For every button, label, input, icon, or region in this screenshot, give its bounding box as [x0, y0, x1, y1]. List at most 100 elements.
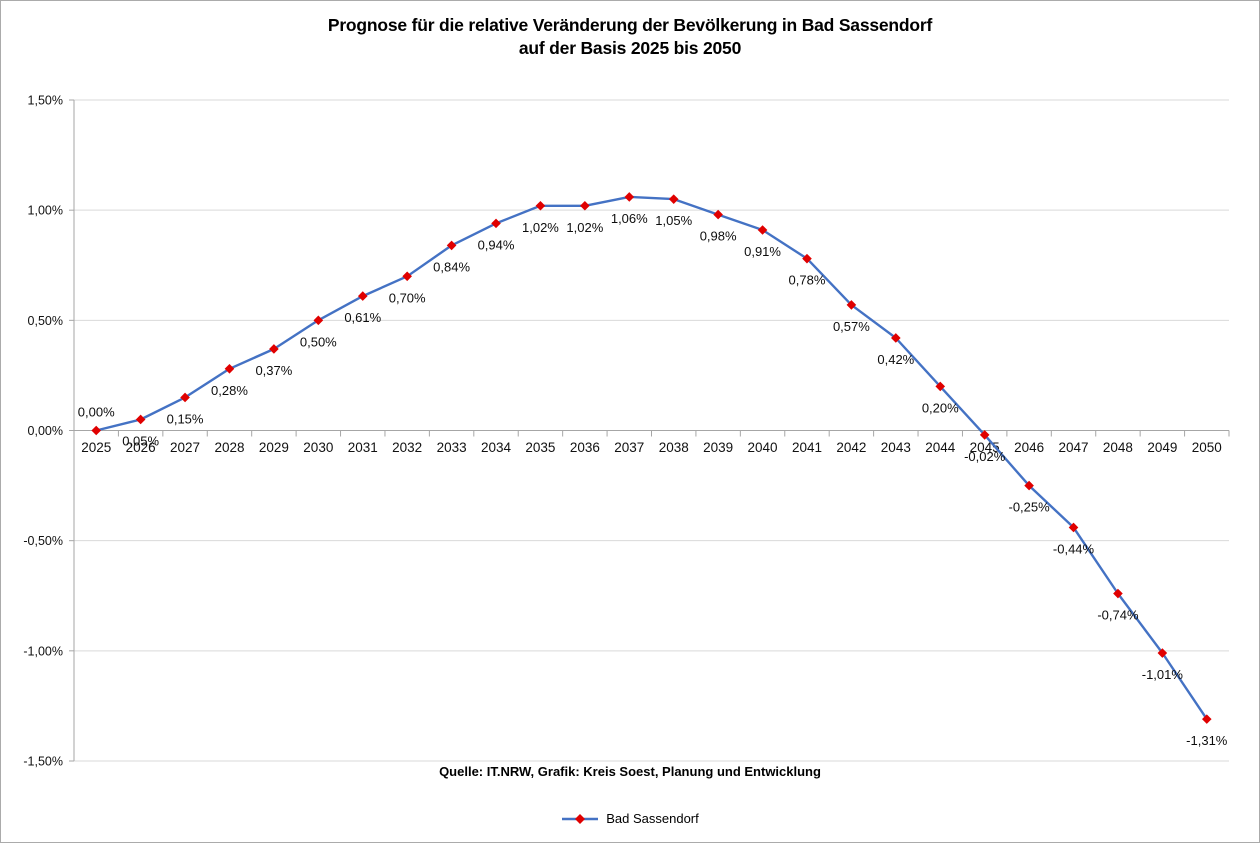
data-point-marker: [802, 253, 812, 264]
data-point-label: 0,94%: [478, 237, 515, 252]
data-point-marker: [891, 333, 901, 343]
y-axis-tick-label: -0,50%: [23, 534, 63, 548]
x-axis-tick-label: 2033: [437, 440, 467, 455]
data-point-marker: [1157, 648, 1168, 658]
x-axis-tick-label: 2042: [836, 440, 866, 455]
data-point-marker: [269, 344, 279, 354]
chart-legend: Bad Sassendorf: [1, 811, 1259, 826]
data-point-marker: [846, 300, 857, 310]
x-axis-tick-label: 2046: [1014, 440, 1044, 455]
gridlines: [74, 99, 1229, 762]
x-axis-tick-label: 2035: [525, 440, 555, 455]
x-axis-tick-label: 2041: [792, 440, 822, 455]
axes: [69, 99, 1230, 762]
source-note: Quelle: IT.NRW, Grafik: Kreis Soest, Pla…: [439, 764, 821, 779]
data-point-marker: [446, 240, 457, 251]
data-point-marker: [757, 225, 768, 235]
data-point-label: 0,91%: [744, 244, 781, 259]
y-axis-tick-label: -1,00%: [23, 644, 63, 658]
data-point-marker: [402, 271, 412, 282]
legend-marker-icon: [562, 813, 599, 824]
data-point-label: -1,01%: [1142, 667, 1184, 682]
data-point-label: 0,78%: [789, 273, 826, 288]
x-axis-tick-label: 2049: [1147, 440, 1177, 455]
data-point-marker: [979, 430, 990, 440]
data-point-label: -0,74%: [1097, 608, 1139, 623]
x-axis-tick-label: 2030: [303, 440, 333, 455]
data-point-marker: [135, 414, 146, 425]
data-point-label: 0,98%: [700, 229, 737, 244]
y-axis-tick-label: 1,50%: [28, 94, 63, 108]
data-point-marker: [935, 381, 946, 392]
x-axis-tick-label: 2039: [703, 440, 733, 455]
x-axis-tick-label: 2044: [925, 440, 956, 455]
x-axis-tick-label: 2040: [748, 440, 778, 455]
x-axis-tick-label: 2029: [259, 440, 289, 455]
chart-title-line1: Prognose für die relative Veränderung de…: [327, 15, 933, 35]
data-point-label: 0,00%: [78, 405, 115, 420]
y-axis-tick-label: 0,50%: [28, 314, 63, 328]
x-axis-tick-label: 2037: [614, 440, 644, 455]
data-point-label: 0,84%: [433, 259, 470, 274]
data-point-marker: [1201, 714, 1212, 724]
data-point-label: 1,06%: [611, 211, 648, 226]
chart-title-line2: auf der Basis 2025 bis 2050: [518, 38, 742, 58]
x-axis-tick-label: 2047: [1058, 440, 1088, 455]
legend-series-label: Bad Sassendorf: [606, 811, 699, 826]
data-point-label: 0,50%: [300, 334, 337, 349]
x-axis-tick-label: 2032: [392, 440, 422, 455]
data-point-label: 0,70%: [389, 290, 426, 305]
x-axis-labels: 2025 2026 2027 2028 2029 2030 2031 2032 2033 2034…: [81, 440, 1222, 455]
data-point-label: 0,05%: [122, 433, 159, 448]
data-point-marker: [491, 218, 501, 229]
data-point-label: -0,02%: [964, 449, 1006, 464]
x-axis-tick-label: 2043: [881, 440, 911, 455]
x-axis-tick-label: 2048: [1103, 440, 1133, 455]
chart-title: Prognose für die relative Veränderung de…: [1, 14, 1259, 60]
data-point-label: 0,28%: [211, 383, 248, 398]
data-point-marker: [91, 425, 102, 436]
y-axis-labels: 1,50% 1,00% 0,50% 0,00% -0,50% -1,00% -1,50%: [23, 94, 63, 769]
x-axis-tick-label: 2031: [348, 440, 378, 455]
data-point-marker: [224, 364, 235, 374]
data-point-marker: [180, 392, 190, 403]
x-axis-tick-label: 2038: [659, 440, 689, 455]
x-axis-tick-label: 2025: [81, 440, 111, 455]
data-point-marker: [580, 200, 590, 211]
y-axis-tick-label: -1,50%: [23, 755, 63, 769]
x-axis-tick-label: 2028: [214, 440, 244, 455]
data-labels: 0,00% 0,05% 0,15% 0,28% 0,37% 0,50% 0,61% 0,70%…: [78, 211, 1228, 748]
data-point-marker: [624, 192, 635, 202]
data-point-label: 0,37%: [255, 363, 292, 378]
data-point-label: 1,02%: [522, 220, 559, 235]
data-point-label: 1,02%: [566, 220, 603, 235]
data-point-marker: [313, 315, 324, 326]
series-markers: [91, 192, 1212, 724]
data-point-label: 0,15%: [167, 411, 204, 426]
x-axis-tick-label: 2050: [1192, 440, 1222, 455]
data-point-marker: [1024, 480, 1034, 491]
data-point-marker: [1113, 588, 1123, 599]
y-axis-tick-label: 1,00%: [28, 204, 63, 218]
x-axis-tick-label: 2027: [170, 440, 200, 455]
data-point-label: 0,20%: [922, 400, 959, 415]
data-point-marker: [535, 200, 546, 211]
data-point-label: 0,57%: [833, 319, 870, 334]
data-point-marker: [713, 209, 723, 220]
data-point-marker: [357, 291, 368, 301]
data-point-label: -1,31%: [1186, 733, 1228, 748]
data-point-marker: [1068, 522, 1079, 533]
y-axis-tick-label: 0,00%: [28, 424, 63, 438]
data-point-label: -0,25%: [1008, 500, 1050, 515]
data-point-label: 0,42%: [877, 352, 914, 367]
data-point-label: -0,44%: [1053, 541, 1095, 556]
series-line: [94, 195, 1209, 721]
data-point-label: 0,61%: [344, 310, 381, 325]
x-axis-tick-label: 2036: [570, 440, 600, 455]
x-axis-tick-label: 2026: [126, 440, 156, 455]
x-axis-tick-label: 2034: [481, 440, 512, 455]
data-point-label: 1,05%: [655, 213, 692, 228]
data-point-marker: [668, 194, 679, 204]
